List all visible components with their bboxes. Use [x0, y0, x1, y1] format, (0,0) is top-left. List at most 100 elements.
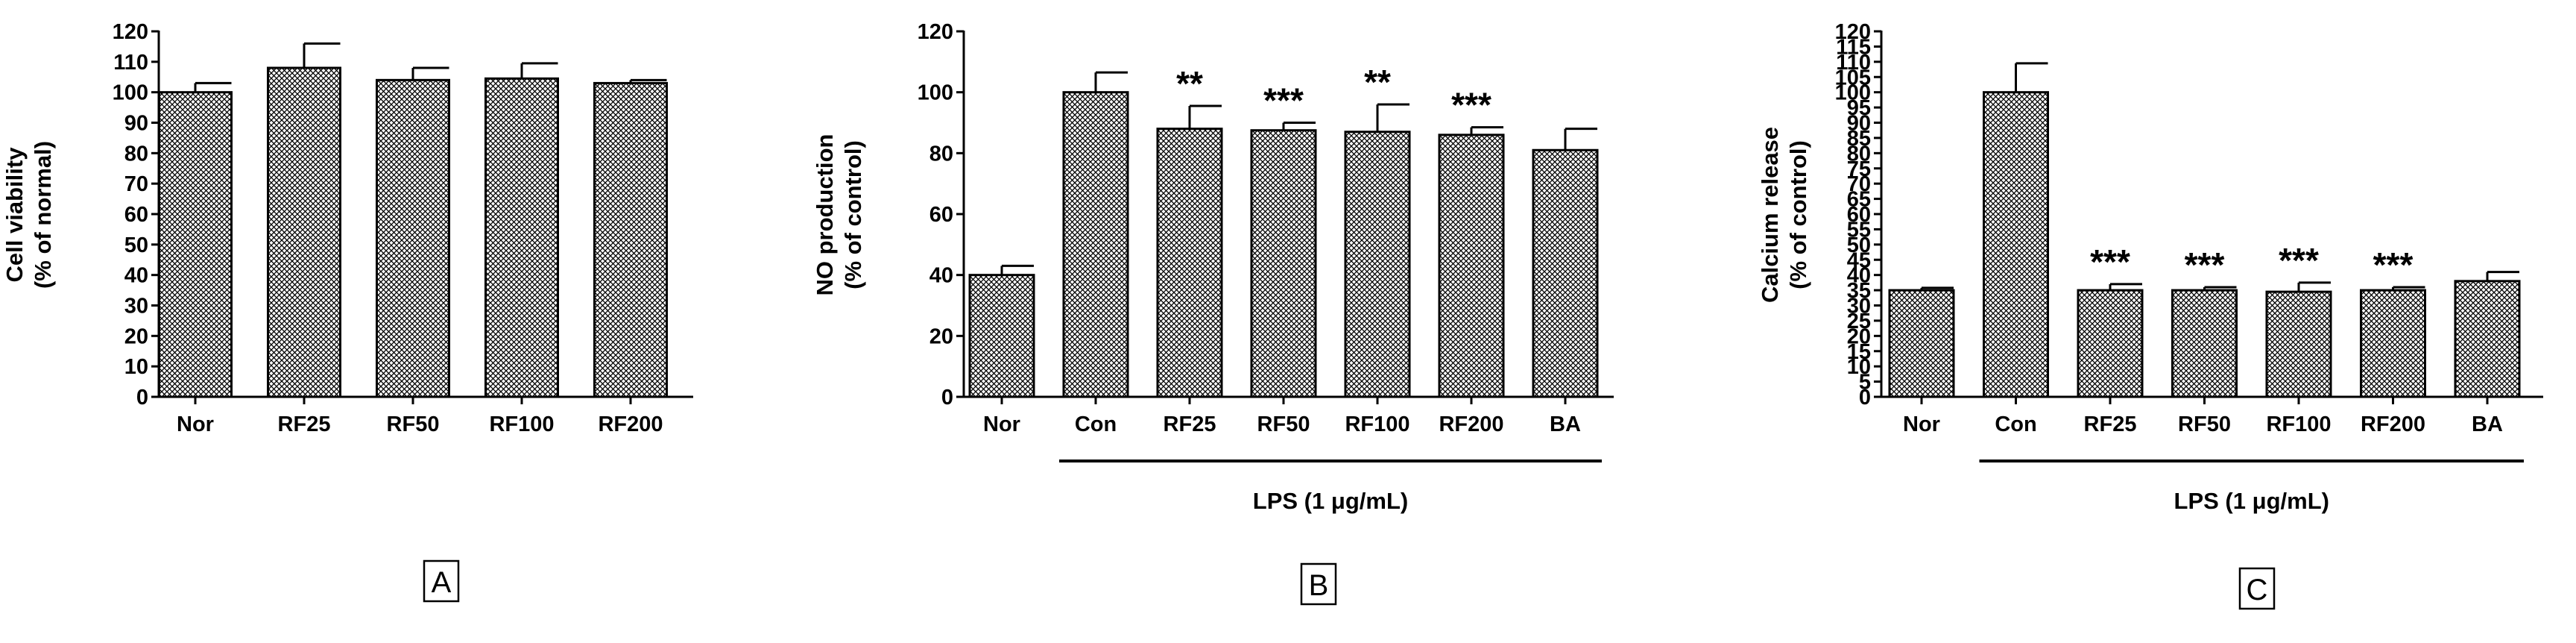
- y-tick-label: 70: [124, 172, 148, 196]
- x-tick-label: RF50: [387, 413, 440, 436]
- y-tick-label: 80: [929, 142, 953, 166]
- bar: [2454, 280, 2521, 398]
- y-tick-label: 110: [1836, 51, 1871, 75]
- x-tick-label: RF25: [278, 413, 331, 436]
- bar: [1532, 148, 1599, 398]
- bar: [1062, 91, 1129, 398]
- x-tick-label: Nor: [1903, 413, 1940, 436]
- x-tick-label: RF100: [1345, 413, 1409, 436]
- y-axis-label: Cell viability: [1, 147, 28, 283]
- x-tick-label: Con: [1075, 413, 1117, 436]
- y-tick-label: 95: [1847, 96, 1871, 120]
- x-tick-label: RF50: [1257, 413, 1310, 436]
- bar: [158, 91, 233, 398]
- y-tick-label: 0: [136, 386, 148, 410]
- y-tick-label: 110: [113, 51, 148, 75]
- y-tick-label: 40: [124, 264, 148, 288]
- y-tick-label: 20: [929, 324, 953, 348]
- y-tick-label: 90: [124, 112, 148, 136]
- panel-c-chart: Nor Con***RF25***RF50***RF100***RF200 BA05…: [1757, 20, 2543, 610]
- y-tick-label: 100: [918, 81, 953, 105]
- y-tick-label: 40: [1847, 264, 1871, 288]
- x-tick-label: RF200: [1439, 413, 1503, 436]
- bar: [593, 81, 668, 398]
- y-tick-label: 10: [1847, 355, 1871, 379]
- significance-label: ***: [2185, 245, 2225, 284]
- group-label: LPS (1 μg/mL): [1253, 488, 1408, 514]
- panel-a-chart: Nor RF25 RF50 RF100 RF200 0 10 20 30 40 50 60 70 80 90…: [1, 20, 693, 603]
- panel-letter-box: [1300, 562, 1337, 606]
- y-tick-label: 35: [1847, 279, 1871, 303]
- y-tick-label: 20: [124, 324, 148, 348]
- bar: [1888, 289, 1955, 398]
- y-tick-label: 25: [1847, 310, 1871, 333]
- y-tick-label: 100: [1835, 81, 1871, 105]
- significance-label: ***: [2090, 242, 2130, 281]
- y-axis-label: (% of control): [840, 140, 866, 289]
- y-tick-label: 55: [1847, 218, 1871, 242]
- y-tick-label: 5: [1859, 371, 1871, 395]
- y-tick-label: 30: [1847, 295, 1871, 319]
- significance-label: **: [1176, 64, 1203, 103]
- y-tick-label: 0: [1859, 386, 1871, 410]
- y-tick-label: 120: [918, 20, 953, 44]
- y-tick-label: 0: [941, 386, 953, 410]
- y-axis-label: (% of normal): [30, 141, 56, 289]
- bar: [1438, 134, 1505, 398]
- x-tick-label: RF50: [2178, 413, 2231, 436]
- bar: [267, 66, 341, 398]
- panel-b-chart: Nor Con ** RF25 *** RF50 ** RF100 *** RF200 BA 0 20 4…: [812, 20, 1614, 606]
- x-tick-label: RF25: [2084, 413, 2137, 436]
- bar: [1344, 131, 1411, 398]
- bar: [484, 77, 559, 398]
- y-tick-label: 10: [124, 355, 148, 379]
- x-tick-label: RF200: [598, 413, 663, 436]
- y-tick-label: 60: [1847, 203, 1871, 227]
- significance-label: ***: [2279, 241, 2319, 280]
- y-tick-label: 15: [1847, 340, 1871, 364]
- y-tick-label: 30: [124, 295, 148, 319]
- y-tick-label: 80: [1847, 142, 1871, 166]
- group-label: LPS (1 μg/mL): [2174, 488, 2329, 514]
- y-axis-label: NO production: [812, 134, 838, 296]
- bar: [968, 274, 1035, 398]
- y-tick-label: 50: [1847, 233, 1871, 257]
- bar: [1250, 129, 1317, 398]
- y-tick-label: 70: [1847, 172, 1871, 196]
- y-tick-label: 50: [124, 233, 148, 257]
- x-tick-label: RF100: [2266, 413, 2331, 436]
- y-axis-label: (% of control): [1785, 140, 1811, 289]
- y-tick-label: 75: [1847, 157, 1871, 181]
- bar: [2265, 290, 2332, 398]
- y-tick-label: 80: [124, 142, 148, 166]
- y-tick-label: 100: [113, 81, 148, 105]
- y-tick-label: 120: [113, 20, 148, 44]
- x-tick-label: RF200: [2361, 413, 2425, 436]
- significance-label: ***: [1263, 81, 1304, 120]
- bar: [376, 78, 450, 398]
- significance-label: ***: [2373, 245, 2414, 284]
- x-tick-label: Nor: [983, 413, 1020, 436]
- panel-letter: B: [1309, 569, 1329, 602]
- y-tick-label: 20: [1847, 324, 1871, 348]
- bar: [1983, 91, 2049, 398]
- panel-letter: A: [432, 566, 452, 599]
- x-tick-label: RF100: [489, 413, 554, 436]
- bar: [2171, 289, 2238, 398]
- significance-label: ***: [1451, 86, 1491, 125]
- bar: [1156, 128, 1223, 398]
- x-tick-label: BA: [1550, 413, 1581, 436]
- y-tick-label: 105: [1835, 66, 1871, 90]
- panel-letter-box: [2238, 567, 2276, 610]
- y-tick-label: 65: [1847, 188, 1871, 212]
- x-tick-label: Con: [1995, 413, 2036, 436]
- x-tick-label: BA: [2472, 413, 2503, 436]
- y-tick-label: 115: [1836, 35, 1871, 59]
- y-tick-label: 120: [1835, 20, 1871, 44]
- significance-label: **: [1364, 63, 1391, 101]
- y-tick-label: 85: [1847, 127, 1871, 151]
- x-tick-label: RF25: [1164, 413, 1216, 436]
- y-tick-label: 90: [1847, 112, 1871, 136]
- y-tick-label: 60: [929, 203, 953, 227]
- panel-letter: C: [2247, 574, 2268, 606]
